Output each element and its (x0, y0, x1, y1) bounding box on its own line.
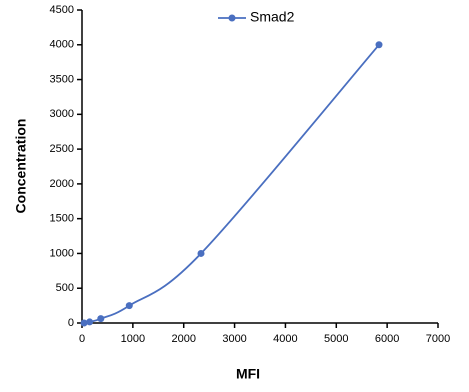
y-tick-label: 3000 (50, 108, 74, 120)
y-tick-label: 3500 (50, 73, 74, 85)
x-tick-label: 3000 (222, 333, 246, 345)
y-tick-label: 500 (56, 282, 74, 294)
y-tick-label: 0 (68, 317, 74, 329)
x-axis-title: MFI (236, 366, 260, 382)
x-tick-label: 0 (79, 333, 85, 345)
data-point (197, 249, 205, 257)
y-tick-label: 1000 (50, 247, 74, 259)
x-tick-label: 2000 (171, 333, 195, 345)
data-point (86, 318, 94, 326)
data-point (80, 319, 88, 327)
legend-marker (228, 14, 236, 22)
data-point (125, 302, 133, 310)
data-point (375, 41, 383, 49)
y-tick-label: 2000 (50, 178, 74, 190)
x-tick-label: 5000 (324, 333, 348, 345)
y-tick-label: 2500 (50, 143, 74, 155)
y-tick-label: 4500 (50, 4, 74, 16)
legend-text: Smad2 (250, 9, 295, 25)
y-tick-label: 1500 (50, 213, 74, 225)
x-tick-label: 6000 (375, 333, 399, 345)
x-tick-label: 1000 (121, 333, 145, 345)
data-point (97, 315, 105, 323)
y-axis-title: Concentration (13, 119, 29, 214)
x-tick-label: 4000 (273, 333, 297, 345)
x-tick-label: 7000 (426, 333, 450, 345)
series-line (83, 44, 380, 324)
y-tick-label: 4000 (50, 39, 74, 51)
